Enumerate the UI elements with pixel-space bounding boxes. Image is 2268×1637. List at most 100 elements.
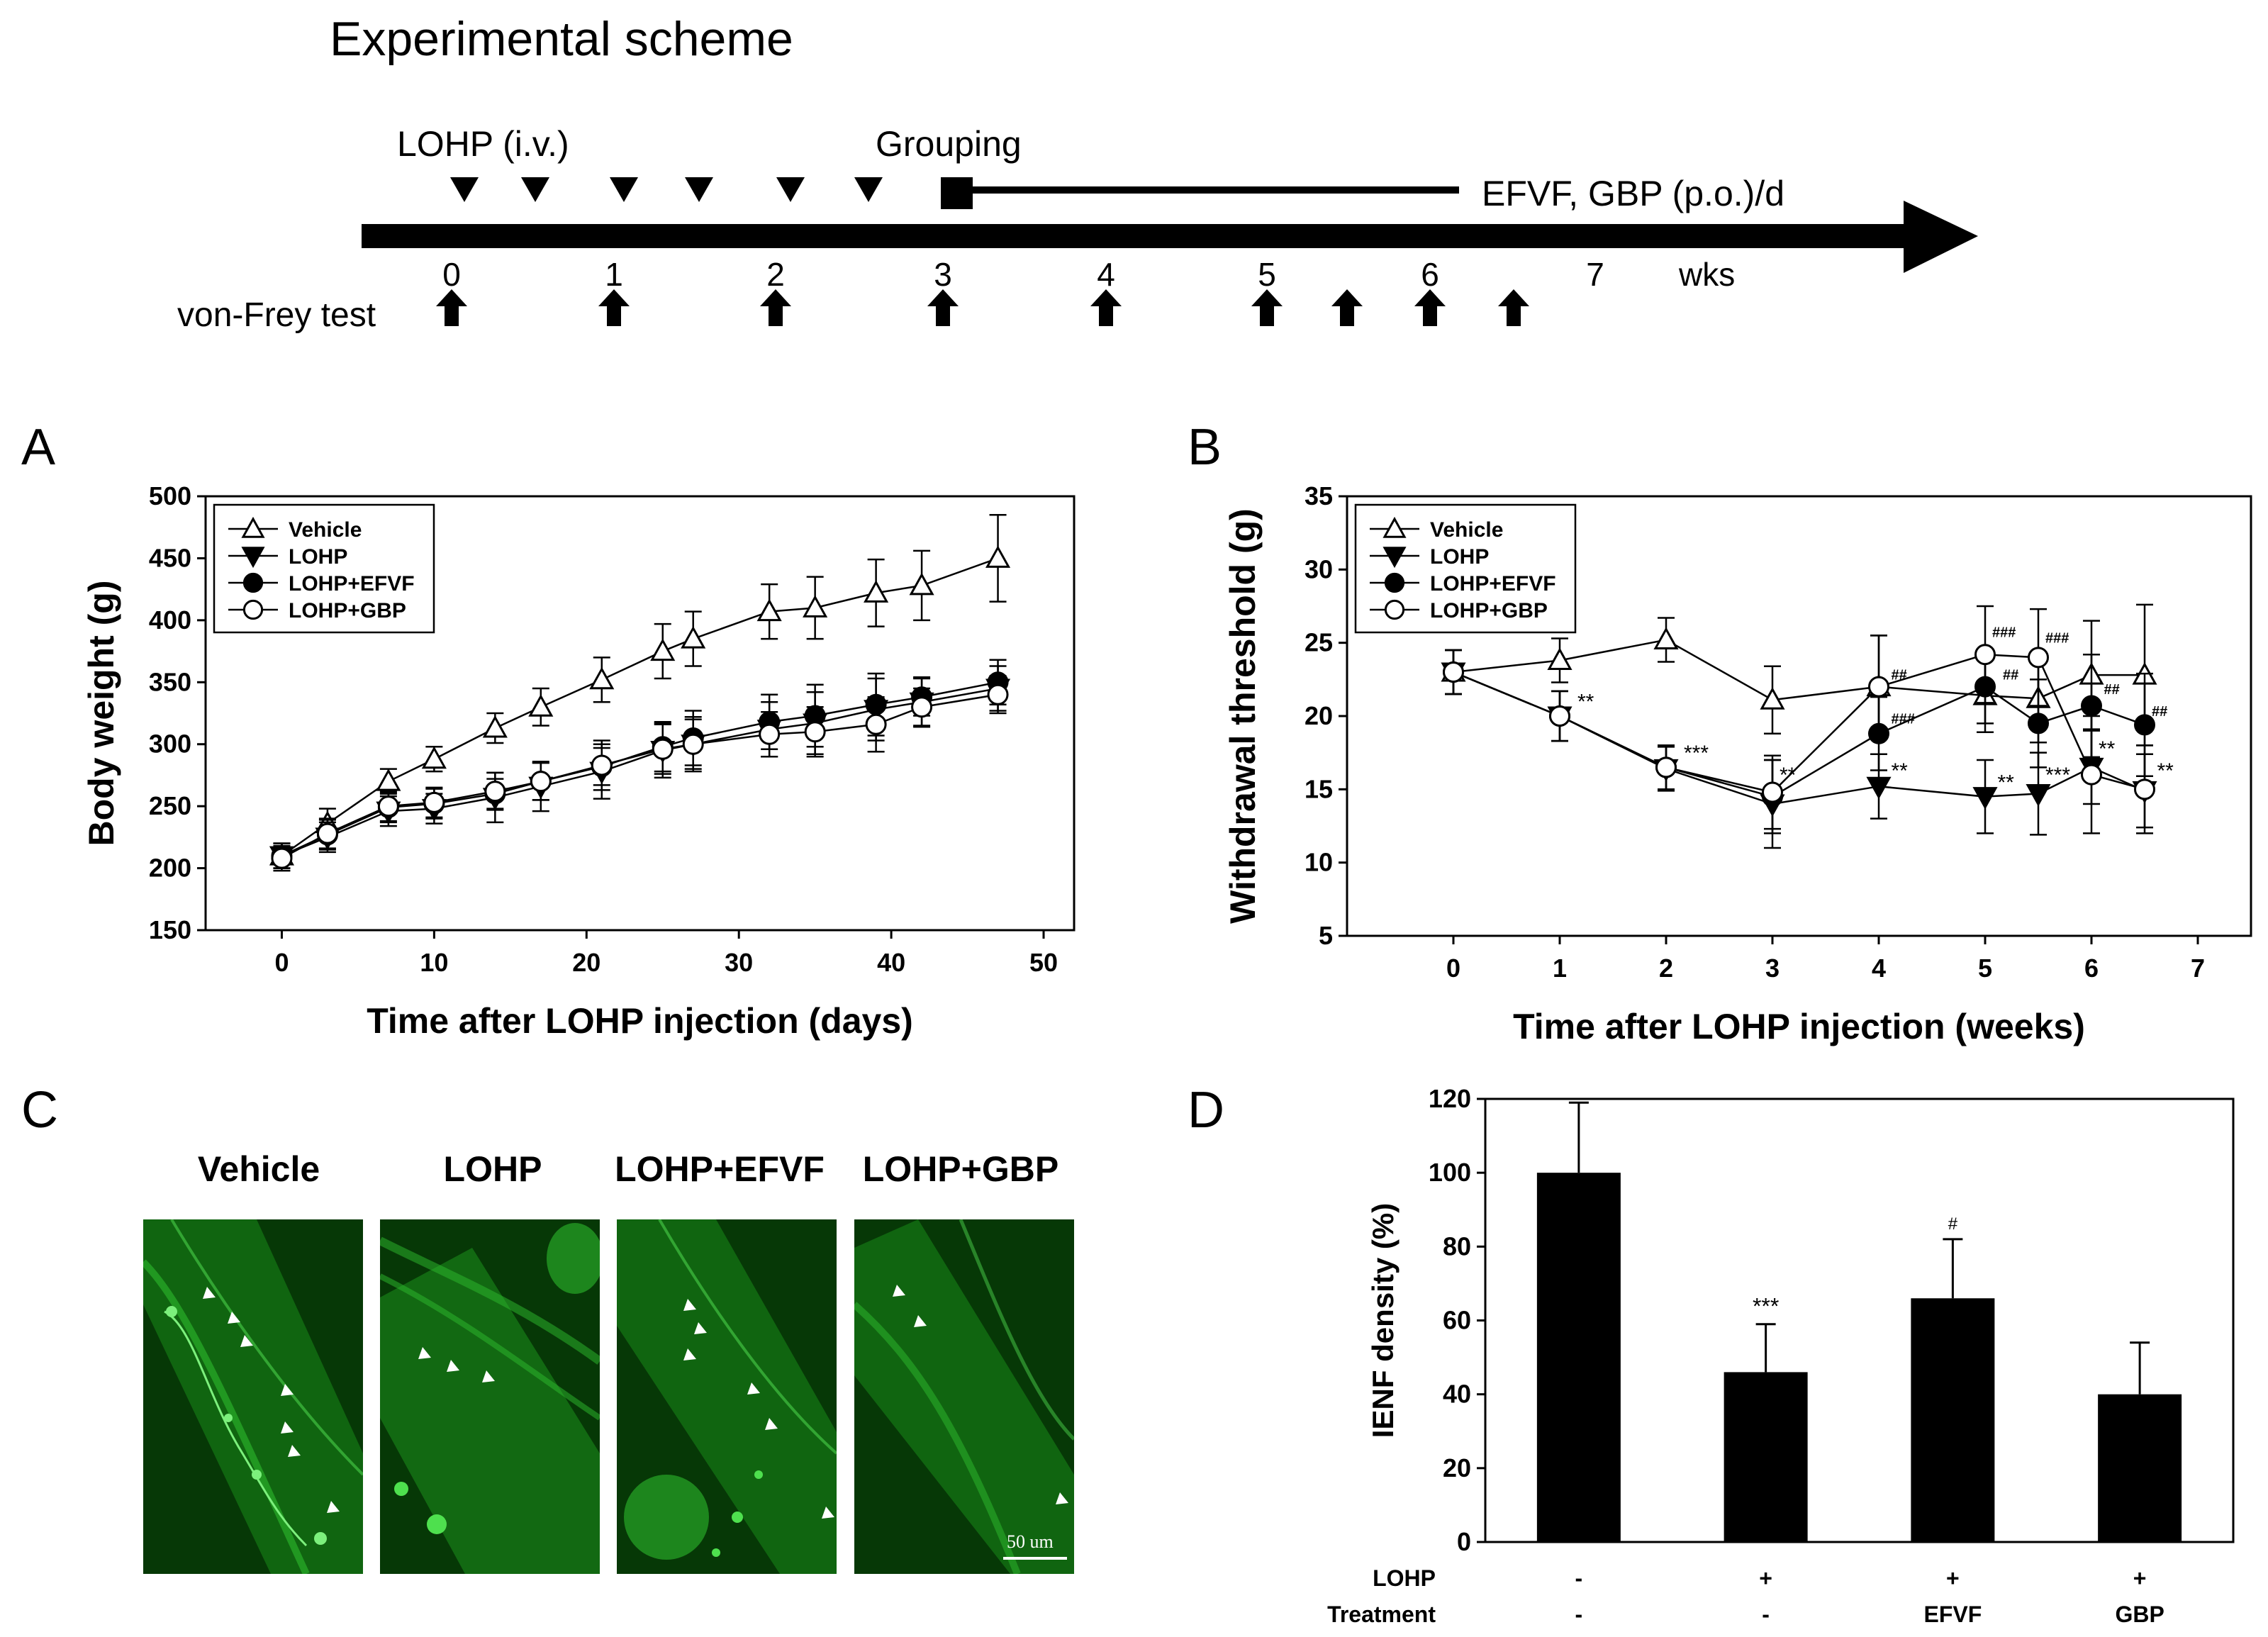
data-point xyxy=(241,516,265,538)
data-point xyxy=(909,572,934,596)
data-point xyxy=(865,713,887,735)
treatment-row-value: EFVF xyxy=(1923,1602,1982,1627)
week-label: 4 xyxy=(1097,256,1115,293)
significance-label: # xyxy=(1948,1214,1958,1234)
lohp-row-value: + xyxy=(1759,1565,1772,1591)
micrograph-lohp xyxy=(380,1219,600,1574)
legend-label: LOHP xyxy=(289,545,347,569)
legend-label: LOHP+GBP xyxy=(1430,599,1548,622)
chart-a-body-weight: 0 10 20 30 40 50 150 200 250 300 350 400 450 500 Time … xyxy=(82,481,1076,1041)
y-tick-label: 500 xyxy=(149,481,191,510)
data-point xyxy=(377,795,399,817)
x-tick-label: 6 xyxy=(2084,954,2099,983)
data-point xyxy=(591,754,613,776)
chart-d-ienf-density: 0 20 40 60 80 100 120 IENF density (%) - - *** + - # +… xyxy=(1327,1084,2235,1627)
data-point xyxy=(423,791,445,813)
data-point xyxy=(1549,705,1570,727)
lohp-row-value: + xyxy=(1946,1565,1960,1591)
y-axis-label: IENF density (%) xyxy=(1366,1203,1400,1438)
legend-label: LOHP xyxy=(1430,545,1489,569)
lohp-row-value: - xyxy=(1575,1565,1583,1591)
y-tick-label: 40 xyxy=(1443,1380,1471,1409)
x-tick-label: 7 xyxy=(2191,954,2205,983)
data-point xyxy=(1866,776,1892,800)
y-tick-label: 400 xyxy=(149,605,191,635)
data-point xyxy=(421,746,447,769)
y-tick-label: 150 xyxy=(149,915,191,944)
week-labels: 0 1 2 3 4 5 6 7 xyxy=(442,256,1604,293)
x-tick-label: 2 xyxy=(1659,954,1673,983)
x-tick-label: 1 xyxy=(1553,954,1567,983)
series-lohp-efvf xyxy=(271,659,1009,869)
injection-marker xyxy=(610,177,638,202)
lohp-row-label: LOHP xyxy=(1373,1565,1436,1591)
von-frey-label: von-Frey test xyxy=(177,296,376,334)
y-tick-label: 200 xyxy=(149,854,191,883)
significance-label: ** xyxy=(1577,691,1594,714)
data-point xyxy=(1655,756,1677,778)
significance-label: ### xyxy=(2045,631,2069,647)
y-axis-label: Withdrawal threshold (g) xyxy=(1223,508,1263,924)
data-point xyxy=(911,696,933,718)
von-frey-arrow xyxy=(598,289,630,326)
week-label: 0 xyxy=(442,256,461,293)
panel-letter-a: A xyxy=(21,419,56,476)
y-tick-label: 5 xyxy=(1319,921,1333,950)
series-lohp-gbp xyxy=(271,675,1009,872)
data-point xyxy=(316,822,338,844)
data-point xyxy=(1547,647,1572,670)
data-point xyxy=(2028,647,2049,669)
significance-label: *** xyxy=(1684,742,1709,765)
significance-label: ## xyxy=(2152,704,2167,720)
x-tick-label: 0 xyxy=(274,948,289,977)
data-point xyxy=(2134,778,2155,800)
grouping-square xyxy=(941,177,973,209)
panel-letter-b: B xyxy=(1188,419,1222,476)
grouping-label: Grouping xyxy=(876,124,1022,164)
injection-marker xyxy=(854,177,883,202)
significance-label: ** xyxy=(1892,759,1909,783)
legend: Vehicle LOHP LOHP+EFVF LOHP+GBP xyxy=(213,503,435,634)
x-tick-label: 30 xyxy=(725,948,753,977)
micrograph-label-vehicle: Vehicle xyxy=(197,1149,320,1189)
y-tick-label: 25 xyxy=(1305,628,1333,657)
significance-label: ## xyxy=(1892,667,1907,683)
week-label: 6 xyxy=(1421,256,1439,293)
von-frey-arrow xyxy=(1090,289,1122,326)
data-point xyxy=(1382,516,1407,538)
legend-label: LOHP+EFVF xyxy=(289,572,415,596)
week-label: 3 xyxy=(934,256,952,293)
plot-frame xyxy=(204,495,1076,932)
y-tick-label: 350 xyxy=(149,667,191,696)
y-tick-label: 120 xyxy=(1429,1084,1471,1113)
lohp-iv-label: LOHP (i.v.) xyxy=(397,124,569,164)
y-tick-label: 20 xyxy=(1305,701,1333,730)
significance-label: ** xyxy=(1780,764,1797,787)
data-point xyxy=(1382,547,1407,569)
y-tick-label: 0 xyxy=(1457,1527,1471,1556)
panel-letter-c: C xyxy=(21,1082,58,1139)
data-point xyxy=(1972,787,1998,810)
micrograph-lohp-gbp: 50 um xyxy=(854,1219,1074,1574)
x-tick-label: 5 xyxy=(1978,954,1992,983)
y-axis-label: Body weight (g) xyxy=(82,581,121,847)
data-point xyxy=(2081,695,2102,717)
week-label: 1 xyxy=(605,256,623,293)
von-frey-arrow xyxy=(1251,289,1283,326)
von-frey-arrow xyxy=(927,289,959,326)
legend-label: LOHP+EFVF xyxy=(1430,572,1556,596)
week-label: 5 xyxy=(1258,256,1276,293)
x-tick-label: 0 xyxy=(1446,954,1460,983)
von-frey-arrow xyxy=(1414,289,1446,326)
data-point xyxy=(482,715,508,738)
treatment-row-value: GBP xyxy=(2115,1602,2164,1627)
data-point xyxy=(756,598,782,622)
scheme-title: Experimental scheme xyxy=(330,12,793,66)
legend-label: LOHP+GBP xyxy=(289,599,406,622)
data-point xyxy=(271,847,293,869)
x-tick-label: 3 xyxy=(1765,954,1780,983)
data-point xyxy=(528,694,554,717)
injection-marker xyxy=(521,177,549,202)
timeline-arrowhead xyxy=(1904,201,1978,273)
data-point xyxy=(681,625,706,649)
